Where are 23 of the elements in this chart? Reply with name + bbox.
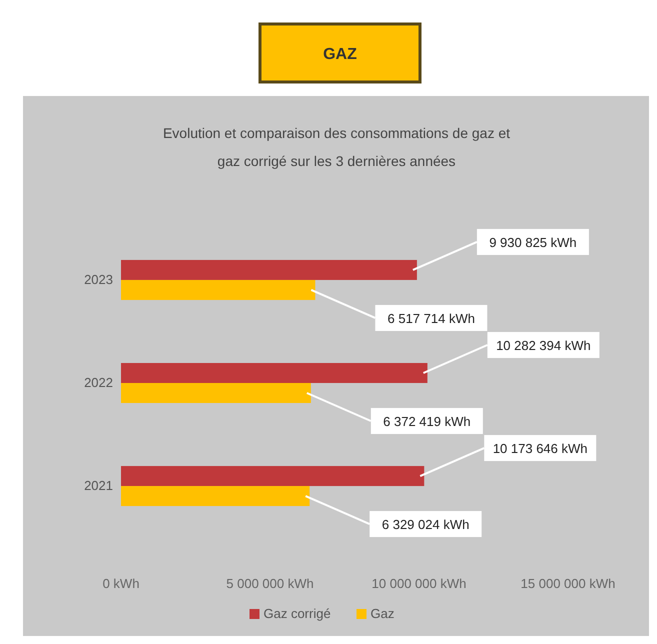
data-label: 6 329 024 kWh xyxy=(382,517,470,532)
bar xyxy=(121,280,316,300)
y-tick-label: 2021 xyxy=(84,478,113,494)
bar xyxy=(121,466,424,486)
bar xyxy=(121,260,417,280)
y-tick-label: 2023 xyxy=(84,272,113,287)
y-tick-label: 2022 xyxy=(84,375,113,390)
data-label: 10 282 394 kWh xyxy=(496,338,591,353)
data-label: 10 173 646 kWh xyxy=(492,441,588,456)
data-label: 9 930 825 kWh xyxy=(489,234,577,250)
legend-label: Gaz xyxy=(370,606,394,621)
bar xyxy=(121,363,428,383)
x-tick-label: 15 000 000 kWh xyxy=(520,576,616,591)
data-label: 6 517 714 kWh xyxy=(388,310,475,326)
bar xyxy=(121,383,311,403)
x-tick-label: 5 000 000 kWh xyxy=(226,576,314,591)
x-tick-label: 10 000 000 kWh xyxy=(372,576,466,591)
bar xyxy=(121,486,310,506)
chart-subtitle: Evolution et comparaison des consommations de gaz et gaz corrigé sur les 3 dernières années xyxy=(162,125,510,169)
x-tick-label: 0 kWh xyxy=(102,576,140,591)
legend-label: Gaz corrigé xyxy=(264,606,331,621)
chart-title: GAZ xyxy=(323,46,358,63)
data-label: 6 372 419 kWh xyxy=(383,414,471,429)
